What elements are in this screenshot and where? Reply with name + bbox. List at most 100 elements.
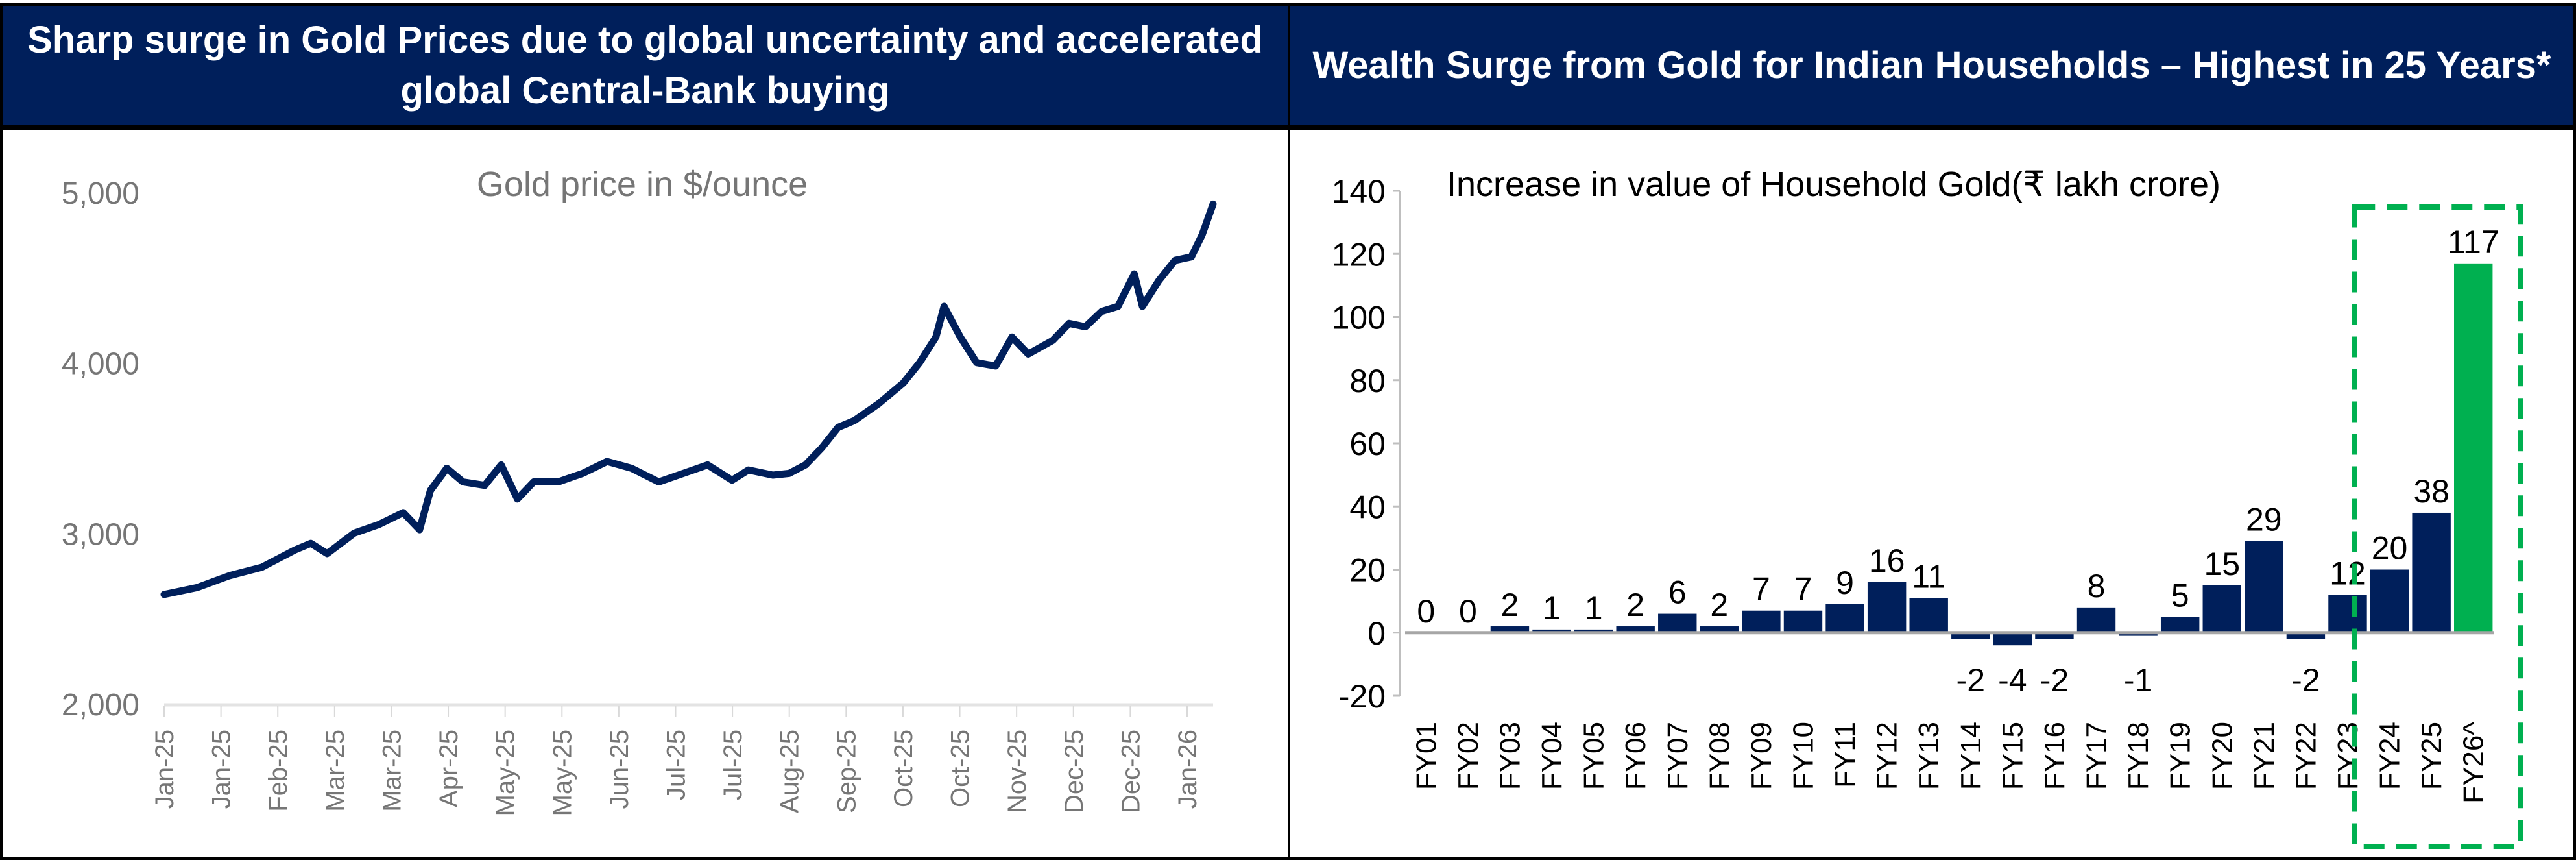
data-label: 9 xyxy=(1836,565,1854,601)
panel-divider xyxy=(1288,3,1290,860)
x-tick-label: Apr-25 xyxy=(435,730,463,807)
x-tick-label: FY11 xyxy=(1829,722,1861,788)
bar-fy07 xyxy=(1658,613,1697,633)
data-label: -1 xyxy=(2124,662,2152,698)
x-tick-label: FY09 xyxy=(1746,722,1777,790)
data-label: 117 xyxy=(2448,224,2499,260)
y-tick-label: 3,000 xyxy=(62,517,139,552)
line-chart-title: Gold price in $/ounce xyxy=(477,165,808,204)
x-tick-label: Sep-25 xyxy=(832,730,861,813)
x-tick-label: May-25 xyxy=(548,730,577,816)
x-tick-label: FY25 xyxy=(2416,722,2448,790)
y-tick-label: 5,000 xyxy=(62,177,139,211)
data-label: 16 xyxy=(1869,543,1905,579)
data-label: -2 xyxy=(1956,662,1985,698)
data-label: 11 xyxy=(1912,558,1945,595)
x-tick-label: FY05 xyxy=(1578,722,1610,790)
x-tick-label: FY26^ xyxy=(2458,722,2490,804)
bar-fy21 xyxy=(2245,541,2283,633)
data-label: 6 xyxy=(1668,574,1687,611)
bar-chart: -200204060801001201400FY010FY022FY031FY0… xyxy=(1332,173,2523,849)
x-tick-label: FY14 xyxy=(1955,722,1987,790)
x-tick-label: Jan-25 xyxy=(208,730,236,809)
x-tick-label: May-25 xyxy=(492,730,520,816)
x-tick-label: Oct-25 xyxy=(889,730,918,807)
y-tick-label: 20 xyxy=(1349,552,1386,589)
x-tick-label: Jul-25 xyxy=(719,730,747,800)
x-tick-label: FY10 xyxy=(1787,722,1819,790)
line-chart: 2,000 3,000 4,000 5,000 Jan-25 Jan-25 Feb-25 Ma… xyxy=(62,177,1217,816)
x-tick-label: Dec-25 xyxy=(1060,730,1089,813)
x-tick-label: FY24 xyxy=(2374,722,2406,790)
data-label: 38 xyxy=(2413,473,2450,510)
x-tick-label: FY22 xyxy=(2290,722,2322,790)
x-tick-label: FY02 xyxy=(1452,722,1484,790)
y-tick-label: 40 xyxy=(1349,489,1386,525)
x-tick-label: FY12 xyxy=(1872,722,1903,790)
data-label: 0 xyxy=(1459,593,1477,630)
data-label: 5 xyxy=(2171,577,2189,613)
x-tick-label: FY07 xyxy=(1662,722,1694,790)
x-tick-label: Mar-25 xyxy=(378,730,406,812)
y-tick-label: 0 xyxy=(1367,615,1386,652)
x-tick-label: FY06 xyxy=(1620,722,1652,790)
right-panel-header: Wealth Surge from Gold for Indian Househ… xyxy=(1290,6,2573,125)
x-tick-label: Jan-26 xyxy=(1174,730,1202,809)
data-label: 29 xyxy=(2246,502,2282,538)
y-tick-label: 2,000 xyxy=(62,688,139,722)
data-label: 0 xyxy=(1417,593,1435,630)
bar-fy12 xyxy=(1867,582,1907,633)
x-tick-label: FY20 xyxy=(2206,722,2238,790)
x-tick-label: FY17 xyxy=(2081,722,2113,790)
x-tick-label: FY16 xyxy=(2039,722,2071,790)
bar-fy13 xyxy=(1909,598,1948,633)
data-label: 20 xyxy=(2372,530,2408,567)
y-tick-label: 4,000 xyxy=(62,347,139,382)
y-tick-label: 80 xyxy=(1349,363,1386,399)
x-tick-label: Mar-25 xyxy=(321,730,350,812)
x-tick-label: Jul-25 xyxy=(662,730,691,800)
x-tick-label: FY04 xyxy=(1536,722,1568,790)
x-tick-label: Nov-25 xyxy=(1003,730,1031,813)
bar-fy08 xyxy=(1700,626,1739,633)
data-label: -4 xyxy=(1998,662,2027,698)
bar-fy17 xyxy=(2076,607,2116,633)
x-tick-label: FY15 xyxy=(1997,722,2028,790)
bar-fy20 xyxy=(2202,585,2241,633)
y-tick-label: 140 xyxy=(1332,173,1386,210)
data-label: 7 xyxy=(1752,571,1770,608)
x-tick-label: Oct-25 xyxy=(946,730,975,807)
bar-fy10 xyxy=(1783,610,1823,633)
bar-fy06 xyxy=(1616,626,1655,633)
bar-fy24 xyxy=(2370,569,2409,633)
bar-fy14 xyxy=(1951,632,1990,639)
x-tick-label: Dec-25 xyxy=(1116,730,1145,813)
data-label: 2 xyxy=(1626,587,1644,623)
bar-chart-title: Increase in value of Household Gold(₹ la… xyxy=(1447,165,2221,204)
bar-fy11 xyxy=(1825,604,1864,633)
bar-fy22 xyxy=(2286,632,2326,639)
data-label: 12 xyxy=(2329,555,2366,591)
bar-fy26 xyxy=(2454,263,2493,633)
data-label: -2 xyxy=(2291,662,2320,698)
y-tick-label: 120 xyxy=(1332,236,1386,273)
x-tick-label: FY03 xyxy=(1494,722,1526,790)
x-tick-label: FY21 xyxy=(2248,722,2280,790)
bar-fy25 xyxy=(2412,512,2451,633)
x-tick-label: FY08 xyxy=(1703,722,1735,790)
x-tick-label: Aug-25 xyxy=(776,730,804,813)
data-label: 1 xyxy=(1585,590,1603,626)
y-tick-label: 60 xyxy=(1349,426,1386,462)
bar-fy23 xyxy=(2328,595,2367,633)
x-tick-label: FY01 xyxy=(1410,722,1442,790)
highlight-dashed-box xyxy=(2352,204,2523,849)
data-label: 15 xyxy=(2204,546,2240,582)
x-tick-label: FY23 xyxy=(2332,722,2364,790)
data-label: 8 xyxy=(2088,568,2106,604)
bar-fy15 xyxy=(1993,632,2032,646)
bar-fy16 xyxy=(2035,632,2074,639)
x-tick-label: Jan-25 xyxy=(150,730,179,809)
left-panel-header: Sharp surge in Gold Prices due to global… xyxy=(3,6,1288,125)
data-label: 2 xyxy=(1501,587,1519,623)
